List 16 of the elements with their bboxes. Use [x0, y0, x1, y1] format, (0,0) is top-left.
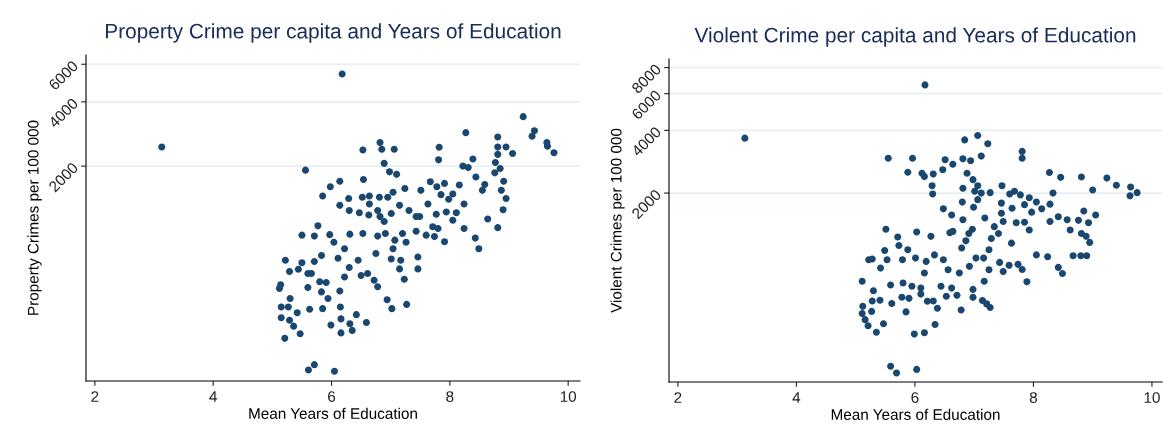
- chart-title: Property Crime per capita and Years of Education: [105, 23, 561, 43]
- x-tick-label: 2: [674, 392, 682, 403]
- x-tick-label: 6: [328, 391, 336, 402]
- x-tick-label: 8: [446, 391, 454, 402]
- x-axis-title: Mean Years of Education: [831, 408, 1000, 420]
- x-axis-title: Mean Years of Education: [249, 407, 417, 419]
- x-tick-label: 4: [792, 392, 801, 403]
- x-tick-label: 10: [560, 391, 577, 402]
- x-tick-label: 8: [1029, 392, 1037, 403]
- x-tick-label: 2: [91, 391, 99, 402]
- y-axis-title: Property Crimes per 100 000: [27, 120, 42, 315]
- y-axis-title: Violent Crimes per 100 000: [610, 128, 625, 313]
- x-tick-label: 10: [1144, 392, 1160, 403]
- x-tick-label: 4: [209, 391, 217, 402]
- chart-title: Violent Crime per capita and Years of Education: [694, 27, 1136, 47]
- x-tick-label: 6: [911, 392, 919, 403]
